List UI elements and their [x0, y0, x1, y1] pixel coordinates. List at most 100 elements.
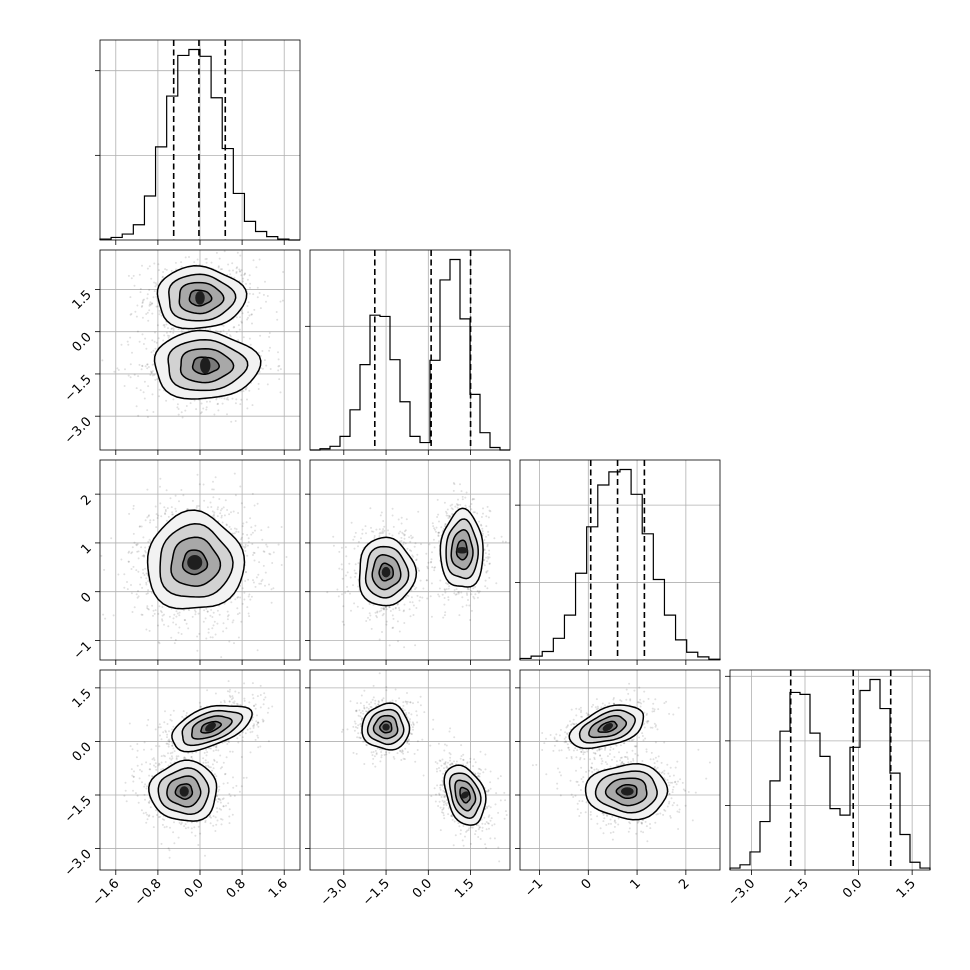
- data-point: [404, 542, 407, 545]
- data-point: [461, 605, 464, 608]
- contour-line: [167, 338, 249, 392]
- data-point: [241, 312, 244, 315]
- data-point: [465, 491, 468, 494]
- data-point: [220, 330, 223, 333]
- data-point: [236, 251, 239, 254]
- data-point: [244, 387, 247, 390]
- data-point: [406, 594, 409, 597]
- data-point: [233, 472, 236, 475]
- data-point: [280, 526, 283, 528]
- data-point: [228, 513, 231, 516]
- data-point: [402, 610, 405, 613]
- data-point: [245, 386, 248, 389]
- data-point: [267, 707, 270, 710]
- contour-line: [364, 545, 410, 599]
- data-point: [353, 602, 356, 605]
- data-point: [341, 568, 344, 571]
- data-point: [458, 591, 461, 594]
- data-point: [137, 414, 140, 417]
- data-point: [437, 513, 440, 516]
- data-point: [130, 277, 133, 280]
- data-point: [235, 272, 238, 274]
- data-point: [234, 494, 237, 497]
- data-point: [182, 494, 185, 497]
- data-point: [233, 702, 236, 705]
- data-point: [175, 757, 178, 760]
- data-point: [472, 587, 475, 590]
- density-core: [200, 357, 211, 374]
- data-point: [252, 293, 255, 296]
- data-point: [225, 524, 228, 527]
- data-point: [157, 624, 159, 627]
- data-point: [482, 532, 484, 535]
- data-point: [252, 551, 255, 554]
- data-point: [143, 380, 146, 383]
- data-point: [251, 682, 254, 685]
- data-point: [127, 560, 130, 563]
- data-point: [480, 523, 482, 526]
- data-point: [412, 555, 415, 558]
- data-point: [137, 595, 140, 598]
- data-point: [243, 591, 246, 594]
- data-point: [226, 615, 229, 618]
- data-point: [150, 351, 153, 354]
- data-point: [166, 334, 169, 337]
- data-point: [141, 301, 144, 303]
- data-point: [144, 365, 147, 368]
- data-point: [205, 261, 208, 264]
- data-point: [414, 542, 417, 545]
- data-point: [209, 747, 212, 750]
- data-point: [346, 571, 349, 574]
- data-point: [226, 743, 229, 745]
- data-point: [144, 551, 147, 554]
- data-point: [246, 606, 249, 609]
- data-point: [165, 489, 168, 492]
- data-point: [268, 349, 271, 352]
- data-point: [468, 588, 470, 591]
- data-point: [161, 618, 163, 621]
- data-point: [370, 627, 373, 630]
- data-point: [485, 571, 488, 574]
- data-point: [160, 515, 163, 518]
- data-point: [266, 295, 269, 297]
- data-point: [168, 740, 171, 743]
- data-point: [397, 640, 399, 643]
- data-point: [224, 499, 227, 502]
- data-point: [275, 311, 278, 313]
- data-point: [238, 270, 241, 273]
- data-point: [151, 339, 154, 342]
- data-point: [236, 596, 239, 599]
- data-point: [217, 749, 220, 752]
- data-point: [169, 330, 172, 333]
- data-point: [415, 559, 418, 562]
- data-point: [205, 406, 208, 409]
- data-point: [247, 301, 250, 304]
- data-point: [163, 325, 166, 328]
- data-point: [457, 503, 460, 506]
- data-point: [175, 268, 178, 271]
- data-point: [415, 607, 418, 609]
- data-point: [391, 627, 394, 629]
- data-point: [110, 537, 113, 540]
- data-point: [104, 617, 107, 620]
- data-point: [257, 721, 260, 724]
- data-point: [355, 572, 358, 575]
- data-point: [382, 520, 385, 522]
- gridlines: [100, 40, 300, 240]
- data-point: [235, 398, 238, 401]
- data-point: [350, 609, 352, 612]
- data-point: [250, 313, 253, 316]
- data-point: [387, 529, 389, 532]
- data-point: [196, 473, 199, 476]
- data-point: [152, 411, 155, 413]
- data-point: [303, 495, 305, 497]
- data-point: [247, 595, 250, 598]
- data-point: [134, 310, 137, 313]
- data-point: [168, 738, 171, 741]
- data-point: [232, 697, 234, 699]
- data-point: [211, 627, 214, 630]
- data-point: [354, 572, 357, 575]
- data-point: [148, 304, 151, 307]
- data-point: [158, 395, 161, 398]
- data-point: [404, 529, 407, 532]
